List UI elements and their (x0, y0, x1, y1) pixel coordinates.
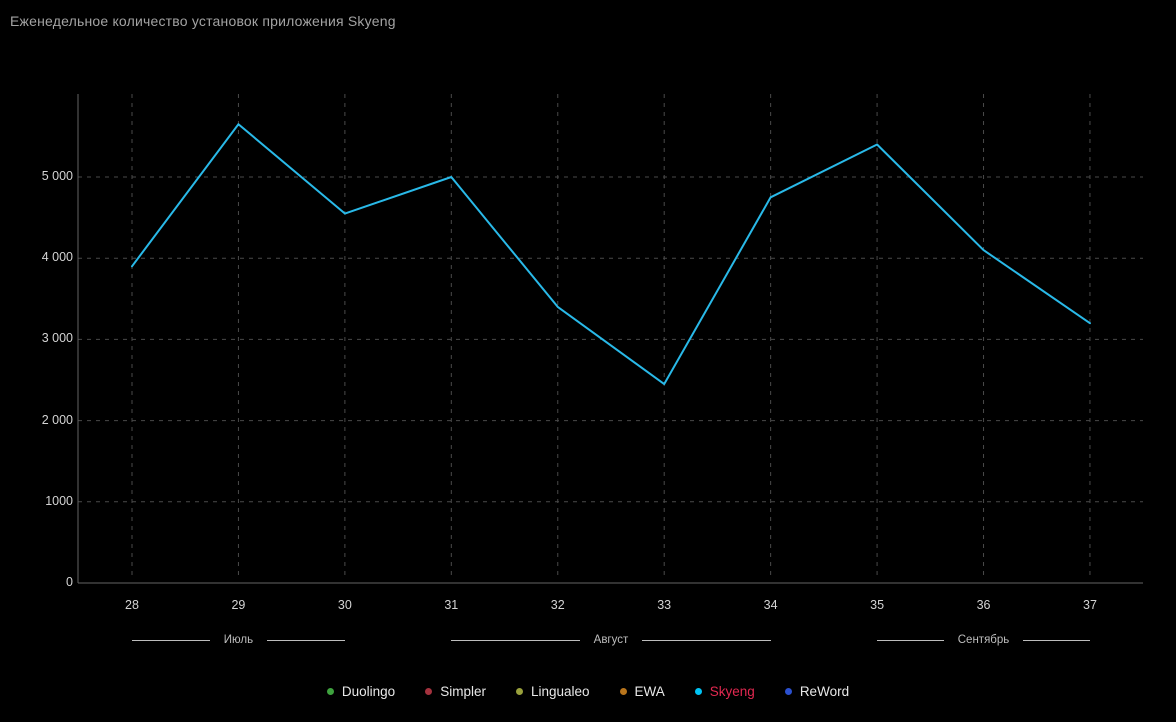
month-band: Август (451, 632, 771, 648)
month-rule (877, 639, 944, 641)
legend-item-ewa[interactable]: EWA (619, 684, 665, 699)
y-axis-label: 0 (66, 575, 73, 589)
y-axis-label: 5 000 (41, 169, 73, 183)
legend: Duolingo Simpler Lingualeo EWA Skyeng ReWord (0, 684, 1176, 699)
legend-item-reword[interactable]: ReWord (784, 684, 850, 699)
legend-label: EWA (634, 684, 665, 699)
y-axis-label: 3 000 (41, 331, 73, 346)
legend-dot-icon (326, 688, 334, 695)
x-axis-label: 29 (231, 598, 246, 612)
y-axis-label: 4 000 (41, 250, 73, 265)
x-axis-label: 28 (125, 598, 139, 612)
y-axis-label: 1000 (45, 493, 73, 508)
legend-dot-icon (425, 688, 433, 695)
x-axis-label: 36 (976, 598, 991, 612)
month-label: Июль (223, 634, 254, 646)
month-band: Сентябрь (877, 632, 1090, 648)
legend-dot-icon (619, 688, 627, 695)
month-rule (1023, 639, 1090, 641)
legend-label: Skyeng (709, 684, 755, 699)
x-axis-label: 34 (763, 598, 778, 612)
legend-item-skyeng[interactable]: Skyeng (694, 684, 755, 699)
chart-title: Еженедельное количество установок прилож… (10, 13, 396, 29)
legend-item-lingualeo[interactable]: Lingualeo (515, 684, 590, 699)
x-axis-label: 33 (657, 598, 672, 612)
legend-label: Simpler (440, 684, 486, 699)
legend-dot-icon (694, 688, 702, 695)
legend-item-duolingo[interactable]: Duolingo (326, 684, 396, 699)
month-rule (451, 639, 580, 641)
month-rule (642, 639, 771, 641)
month-rule (132, 639, 210, 641)
x-axis-label: 35 (870, 598, 885, 612)
x-axis-label: 31 (444, 598, 459, 612)
x-axis-label: 30 (337, 598, 352, 612)
legend-item-simpler[interactable]: Simpler (425, 684, 486, 699)
legend-label: Duolingo (341, 684, 396, 699)
month-band: Июль (132, 632, 345, 648)
legend-label: Lingualeo (530, 684, 590, 699)
month-rule (267, 639, 345, 641)
legend-dot-icon (784, 688, 792, 695)
month-label: Август (593, 634, 629, 646)
series-line-skyeng (131, 123, 1091, 386)
legend-label: ReWord (799, 684, 850, 699)
y-axis-label: 2 000 (41, 412, 73, 427)
x-axis-label: 32 (550, 598, 565, 612)
month-label: Сентябрь (957, 634, 1010, 646)
x-axis-label: 37 (1083, 598, 1097, 612)
legend-dot-icon (515, 688, 523, 695)
